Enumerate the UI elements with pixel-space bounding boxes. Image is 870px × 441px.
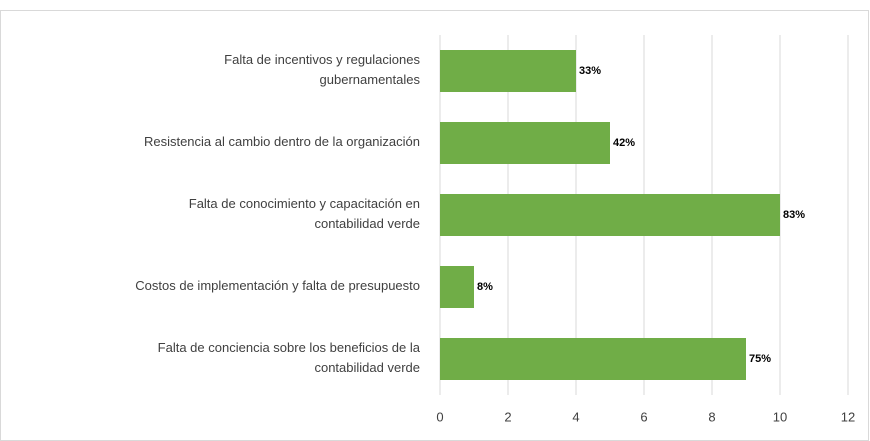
y-tick-label: Falta de conciencia sobre los beneficios… — [158, 340, 421, 375]
value-label: 75% — [749, 353, 771, 365]
x-tick-label: 0 — [436, 409, 443, 424]
y-tick-label: Costos de implementación y falta de pres… — [135, 278, 420, 293]
y-tick-label: Falta de incentivos y regulaciones gubern… — [224, 52, 420, 87]
value-label: 33% — [579, 65, 601, 77]
x-tick-label: 4 — [572, 409, 579, 424]
x-tick-label: 2 — [504, 409, 511, 424]
x-tick-label: 12 — [841, 409, 855, 424]
x-tick-label: 8 — [708, 409, 715, 424]
bar — [440, 122, 610, 164]
y-tick-label: Falta de conocimiento y capacitación en c… — [189, 196, 420, 231]
x-tick-label: 6 — [640, 409, 647, 424]
bar — [440, 338, 746, 380]
bar — [440, 50, 576, 92]
value-label: 83% — [783, 209, 805, 221]
y-tick-label: Resistencia al cambio dentro de la organ… — [144, 134, 420, 149]
value-label: 42% — [613, 137, 635, 149]
x-tick-label: 10 — [773, 409, 787, 424]
bar — [440, 194, 780, 236]
value-label: 8% — [477, 281, 493, 293]
bar — [440, 266, 474, 308]
